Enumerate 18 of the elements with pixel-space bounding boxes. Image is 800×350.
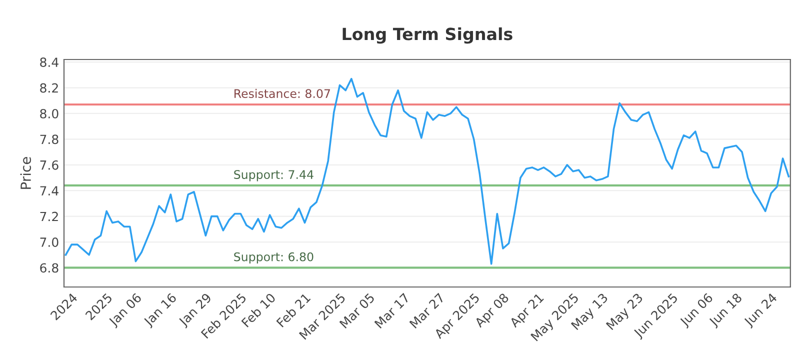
ref-line-label: Support: 6.80 [234,252,314,264]
ref-line-label: Support: 7.44 [234,170,314,182]
y-axis-title: Price [20,157,32,189]
y-tick-label: 7.6 [40,160,58,170]
y-tick-label: 8.2 [40,83,58,93]
y-tick-label: 7.0 [40,237,58,247]
y-tick-label: 7.2 [40,212,58,222]
y-tick-label: 8.4 [40,58,58,67]
x-tick-label: Jan 16 [142,292,179,328]
x-tick-label: Jun 24 [742,292,780,329]
y-tick-label: 8.0 [40,108,58,118]
y-tick-label: 7.4 [40,186,58,196]
chart-title: Long Term Signals [342,27,512,44]
y-tick-label: 7.8 [40,134,58,144]
x-tick-label: Mar 17 [374,292,410,329]
ref-line-label: Resistance: 8.07 [234,88,330,98]
line-series [64,78,790,265]
y-tick-label: 6.8 [40,263,58,273]
